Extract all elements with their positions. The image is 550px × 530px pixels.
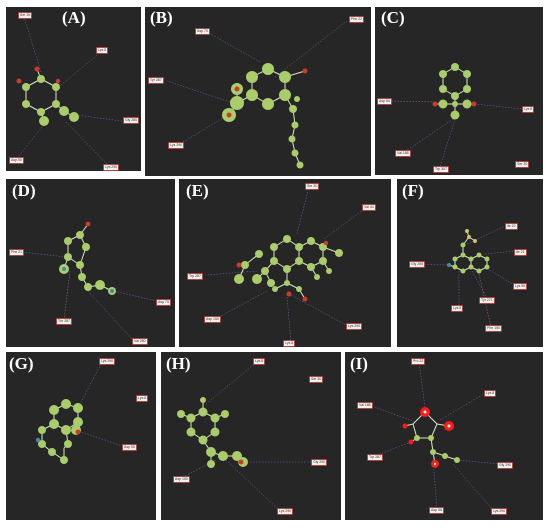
residue-label: Lys 290	[103, 164, 120, 171]
residue-label: Lys 8	[283, 340, 296, 347]
residue-label: Lys 8	[253, 358, 266, 365]
residue-label: Ser 30	[309, 376, 324, 383]
residue-label: Trp 287	[187, 273, 203, 280]
panel-g: (G) Lys 290 Lys 8 Asp 55	[6, 352, 156, 520]
residue-label: Val 280	[132, 338, 148, 345]
residue-label: Asp 55	[122, 444, 137, 451]
panel-i: (I) Pro 22 Val 188 Lys 8 Trp 287 Gly 290…	[345, 352, 543, 520]
residue-label: Asp 55	[9, 157, 24, 164]
residue-label: Lys 8	[96, 47, 109, 54]
panel-d: (D) Phe 21 Asp 70 Thr 287 Val 280	[6, 179, 175, 347]
residue-label: Pro 22	[411, 358, 426, 365]
residue-label: Asp 70	[195, 28, 210, 35]
panel-f: (F) Ile 22 Gly 250 Ile 21 Lys 8 Lys 55 T…	[397, 179, 543, 347]
panel-d-diagram	[21, 221, 157, 340]
panel-c-diagram	[389, 63, 523, 168]
residue-label: Lys 290	[491, 508, 508, 515]
residue-label: Ser 39	[18, 12, 33, 19]
residue-label: Asp 55	[429, 507, 444, 514]
panel-e-diagram	[206, 186, 368, 343]
panel-i-label: (I)	[350, 354, 368, 373]
panel-h: (H) Lys 8 Ser 30 Gly 290 Asp 150 Lys 290	[161, 352, 341, 520]
panel-a-label: (A)	[62, 8, 86, 27]
residue-label: Phe 21	[9, 249, 25, 256]
residue-label: Ser 30	[515, 161, 530, 168]
panel-b-label: (B)	[150, 8, 173, 27]
panel-b: (B) Asp 70 Phe 22 Tyr 287 Lys 290	[145, 7, 371, 176]
panel-d-label: (D)	[12, 181, 36, 200]
residue-label: Gly 290	[497, 462, 514, 469]
residue-label: Trp 307	[433, 166, 449, 173]
residue-label: Phe 22	[349, 16, 365, 23]
residue-label: Gly 290	[311, 459, 328, 466]
panel-e-label: (E)	[186, 181, 209, 200]
residue-label: Val 188	[357, 402, 373, 409]
panel-i-diagram	[366, 361, 501, 511]
residue-label: Asp 150	[204, 316, 221, 323]
residue-label: Lys 8	[136, 395, 149, 402]
residue-label: Val 44	[362, 204, 376, 211]
residue-label: Lys 8	[451, 305, 464, 312]
residue-label: Tyr 271	[479, 297, 495, 304]
panel-b-diagram	[166, 19, 349, 169]
residue-label: Asp 60	[377, 98, 392, 105]
panel-e: (E) Ser 30 Val 44 Trp 287 Asp 150 Lys 29…	[179, 179, 391, 347]
residue-label: Lys 55	[513, 283, 528, 290]
residue-label: Ile 22	[505, 223, 518, 230]
residue-label: Val 188	[395, 150, 411, 157]
panel-c-label: (C)	[381, 8, 405, 27]
residue-label: Lys 290	[99, 358, 116, 365]
residue-label: Lys 8	[484, 390, 497, 397]
residue-label: Trp 287	[367, 454, 383, 461]
residue-label: Gly 280	[123, 117, 140, 124]
residue-label: Asp 70	[156, 299, 171, 306]
residue-label: Ile 21	[514, 249, 527, 256]
panel-h-label: (H)	[166, 354, 191, 373]
panel-h-diagram	[177, 361, 311, 511]
residue-label: Ser 30	[305, 183, 320, 190]
residue-label: Lys 290	[168, 142, 185, 149]
residue-label: Gly 250	[409, 261, 426, 268]
residue-label: Thr 287	[56, 318, 73, 325]
panel-a: (A) Ser 39 Lys 8 Gly 280 Lys 290 Asp 55	[6, 7, 141, 171]
residue-label: Tyr 287	[148, 77, 164, 84]
residue-label: Lys 290	[346, 323, 363, 330]
panel-g-diagram	[35, 361, 123, 464]
residue-label: Lys 8	[522, 106, 535, 113]
panel-c: (C) Asp 60 Lys 8 Val 188 Trp 307 Ser 30	[375, 7, 543, 175]
residue-label: Lys 290	[277, 508, 294, 515]
panel-g-label: (G)	[9, 354, 34, 373]
residue-label: Phe 150	[485, 325, 503, 332]
residue-label: Asp 150	[173, 476, 190, 483]
panel-f-label: (F)	[402, 181, 424, 200]
panel-a-diagram	[16, 16, 130, 168]
